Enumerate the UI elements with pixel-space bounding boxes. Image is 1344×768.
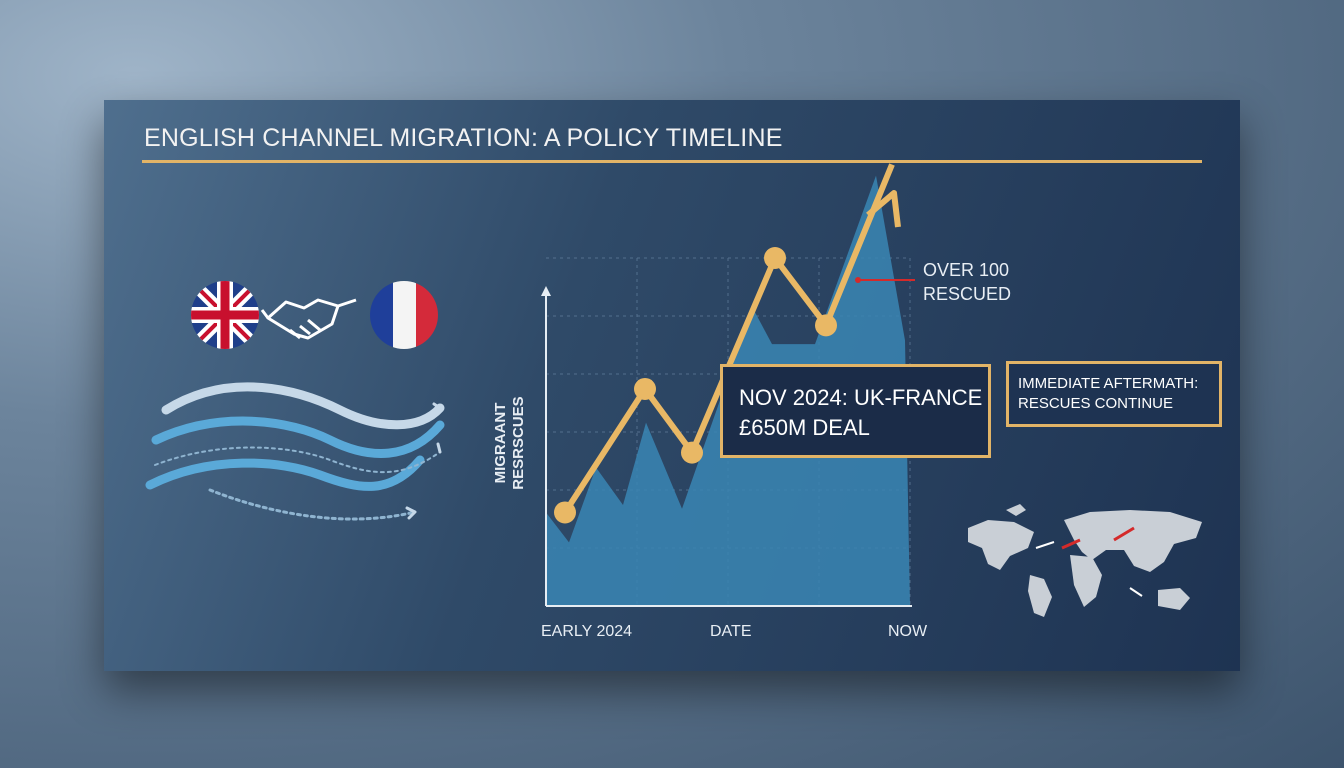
trend-arrowhead xyxy=(866,190,901,228)
data-point xyxy=(815,314,837,337)
annotation-over-100: OVER 100 RESCUED xyxy=(923,260,1012,304)
page-title: ENGLISH CHANNEL MIGRATION: A POLICY TIME… xyxy=(144,124,783,152)
deal-line-2: £650M DEAL xyxy=(739,415,870,440)
aftermath-line-1: IMMEDIATE AFTERMATH: xyxy=(1018,375,1199,392)
data-point xyxy=(764,247,786,269)
aftermath-line-2: RESCUES CONTINUE xyxy=(1018,395,1174,412)
waves-icon xyxy=(145,382,445,521)
x-tick-label: NOW xyxy=(888,623,928,640)
y-axis-label-text: MIGRAANT RESRSCUES xyxy=(492,396,527,490)
handshake-icon xyxy=(260,298,357,340)
annotation-aftermath-box: IMMEDIATE AFTERMATH: RESCUES CONTINUE xyxy=(1006,361,1222,427)
data-point xyxy=(681,441,703,464)
annotation-marker xyxy=(855,277,861,283)
data-point xyxy=(634,377,656,400)
data-point xyxy=(554,501,576,524)
world-map-icon xyxy=(968,504,1202,617)
y-axis-label: MIGRAANT RESRSCUES xyxy=(490,380,530,500)
uk-flag-icon xyxy=(191,281,259,349)
x-tick-label: EARLY 2024 xyxy=(541,623,633,640)
x-axis-label: DATE xyxy=(710,623,752,640)
annotation-deal-box: NOV 2024: UK-FRANCE £650M DEAL xyxy=(720,364,991,458)
line-series xyxy=(562,163,895,515)
france-flag-icon xyxy=(370,281,438,349)
y-axis-arrow xyxy=(541,286,551,296)
deal-line-1: NOV 2024: UK-FRANCE xyxy=(739,385,983,410)
title-underline xyxy=(142,160,1202,163)
